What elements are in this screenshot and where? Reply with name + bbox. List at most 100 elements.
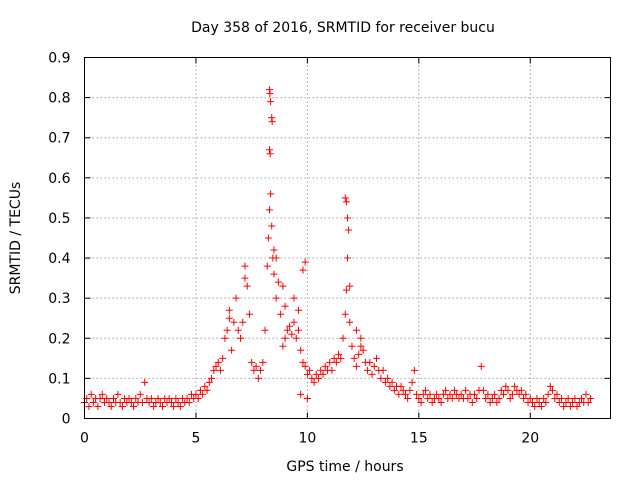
data-point xyxy=(341,310,349,318)
data-point xyxy=(89,398,97,406)
data-point xyxy=(544,390,552,398)
data-point xyxy=(381,378,389,386)
data-point xyxy=(165,394,173,402)
data-point xyxy=(264,234,272,242)
data-point xyxy=(212,362,220,370)
data-point xyxy=(321,362,329,370)
chart-title: Day 358 of 2016, SRMTID for receiver buc… xyxy=(191,20,495,36)
axis-ticks: 0 0.1 0.2 0.3 0.4 0.5 0.6 0.7 0.8 0.9 0 5 10 15 20 xyxy=(48,51,611,447)
data-point xyxy=(288,330,296,338)
data-point xyxy=(352,362,360,370)
data-point xyxy=(326,358,334,366)
data-point xyxy=(368,370,376,378)
data-point xyxy=(225,314,233,322)
data-point xyxy=(582,390,590,398)
data-point xyxy=(488,394,496,402)
data-point xyxy=(141,378,149,386)
data-point xyxy=(546,382,554,390)
data-point xyxy=(270,246,278,254)
y-axis-label: SRMTID / TECUs xyxy=(8,182,24,295)
data-point xyxy=(435,394,443,402)
data-point xyxy=(508,390,516,398)
data-point xyxy=(566,402,574,410)
data-point xyxy=(283,326,291,334)
data-point xyxy=(263,262,271,270)
data-point xyxy=(370,362,378,370)
data-point xyxy=(477,362,485,370)
data-point xyxy=(306,366,314,374)
data-point xyxy=(502,382,510,390)
data-point xyxy=(310,378,318,386)
data-point xyxy=(341,194,349,202)
data-point xyxy=(241,274,249,282)
data-point xyxy=(254,374,262,382)
data-point xyxy=(183,394,191,402)
data-point xyxy=(345,226,353,234)
data-point xyxy=(308,374,316,382)
data-point xyxy=(85,402,93,410)
data-point xyxy=(299,358,307,366)
data-point xyxy=(540,394,548,402)
data-point xyxy=(344,254,351,262)
data-point xyxy=(395,390,403,398)
data-point xyxy=(404,394,412,402)
data-point xyxy=(446,390,454,398)
data-point xyxy=(357,334,365,342)
data-point xyxy=(555,398,563,406)
data-point xyxy=(553,390,561,398)
data-point xyxy=(406,386,414,394)
data-point xyxy=(154,394,162,402)
data-point xyxy=(172,394,180,402)
data-point xyxy=(448,394,456,402)
data-point xyxy=(439,390,447,398)
y-tick-label: 0.2 xyxy=(48,331,70,347)
data-point xyxy=(267,98,275,106)
data-point xyxy=(410,366,418,374)
data-point xyxy=(277,310,285,318)
data-point xyxy=(537,402,545,410)
data-point xyxy=(267,190,275,198)
data-point xyxy=(266,90,274,98)
y-tick-label: 0.3 xyxy=(48,291,70,307)
data-point xyxy=(359,346,367,354)
data-point xyxy=(114,390,122,398)
data-point xyxy=(261,326,269,334)
data-point xyxy=(208,374,216,382)
data-point xyxy=(127,398,135,406)
data-point xyxy=(486,398,494,406)
data-point xyxy=(150,402,158,410)
data-point xyxy=(355,350,363,358)
y-tick-label: 0.9 xyxy=(48,51,70,67)
data-point xyxy=(473,394,481,402)
data-point xyxy=(571,394,579,402)
data-point xyxy=(174,398,182,406)
data-point xyxy=(437,398,445,406)
data-point xyxy=(317,366,325,374)
data-point xyxy=(96,394,104,402)
data-points xyxy=(81,86,594,410)
data-point xyxy=(531,402,539,410)
data-point xyxy=(103,394,111,402)
data-point xyxy=(584,398,592,406)
data-point xyxy=(230,318,238,326)
data-point xyxy=(415,394,423,402)
data-point xyxy=(399,386,407,394)
data-point xyxy=(145,398,153,406)
data-point xyxy=(94,402,102,410)
data-point xyxy=(272,294,280,302)
data-point xyxy=(268,118,276,126)
data-point xyxy=(167,398,175,406)
data-point xyxy=(118,402,126,410)
data-point xyxy=(303,370,311,378)
data-point xyxy=(98,390,106,398)
data-point xyxy=(533,394,541,402)
data-point xyxy=(210,366,218,374)
data-point xyxy=(397,382,405,390)
data-point xyxy=(138,398,146,406)
data-point xyxy=(248,358,256,366)
data-point xyxy=(315,374,323,382)
data-point xyxy=(413,390,421,398)
data-point xyxy=(232,294,240,302)
data-point xyxy=(185,398,193,406)
